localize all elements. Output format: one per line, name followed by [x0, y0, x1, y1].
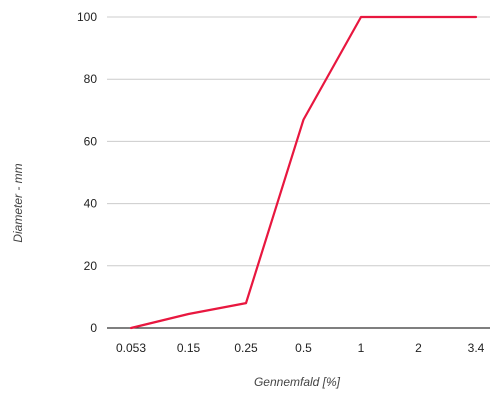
- x-axis-title: Gennemfald [%]: [254, 375, 341, 389]
- y-axis-title: Diameter - mm: [11, 163, 25, 242]
- y-tick-label: 80: [84, 72, 98, 86]
- y-tick-label: 20: [84, 259, 98, 273]
- x-tick-label: 2: [415, 341, 422, 355]
- y-tick-label: 0: [90, 321, 97, 335]
- x-tick-label: 1: [358, 341, 365, 355]
- x-tick-label: 0.5: [295, 341, 312, 355]
- x-tick-label: 0.15: [177, 341, 201, 355]
- y-tick-label: 40: [84, 197, 98, 211]
- x-tick-label: 0.25: [234, 341, 258, 355]
- x-tick-label: 3.4: [468, 341, 485, 355]
- x-tick-labels: 0.053 0.15 0.25 0.5 1 2 3.4: [116, 341, 485, 355]
- y-tick-label: 60: [84, 134, 98, 148]
- y-tick-label: 100: [77, 10, 97, 24]
- series-lines: [129, 15, 478, 330]
- gridlines: [107, 16, 490, 329]
- x-tick-label: 0.053: [116, 341, 146, 355]
- y-tick-labels: 0 20 40 60 80 100: [77, 10, 97, 335]
- series-line-0: [129, 15, 478, 330]
